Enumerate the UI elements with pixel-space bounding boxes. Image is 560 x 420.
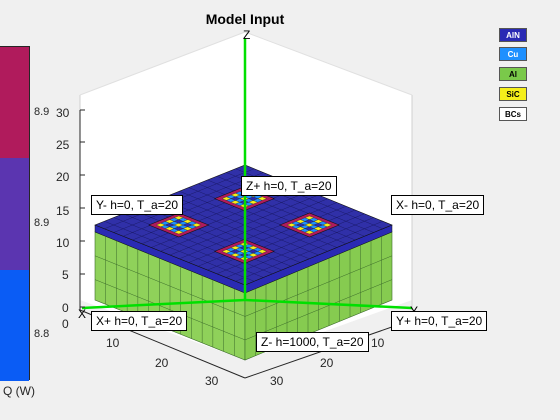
bc-label-y-plus[interactable]: Y+ h=0, T_a=20 — [391, 311, 488, 331]
legend-item-cu[interactable]: Cu — [499, 47, 527, 61]
chip-cell — [191, 223, 202, 227]
colorbar — [0, 46, 30, 381]
colorbar-label: Q (W) — [3, 384, 35, 398]
colorbar-segment-high — [0, 47, 29, 158]
x-tick-label: 10 — [106, 336, 120, 350]
z-tick-label: 5 — [62, 268, 69, 282]
colorbar-tick-3: 8.8 — [34, 328, 50, 340]
chip-cell — [257, 249, 268, 254]
colorbar-segment-mid — [0, 158, 29, 270]
y-tick-label: 30 — [270, 374, 284, 388]
z-tick-label: 25 — [56, 138, 70, 152]
legend-item-al[interactable]: Al — [499, 67, 527, 81]
colorbar-tick-1: 8.9 — [34, 106, 50, 118]
top-edge-left — [79, 31, 246, 96]
bc-label-y-minus[interactable]: Y- h=0, T_a=20 — [91, 195, 184, 215]
bc-label-z-plus[interactable]: Z+ h=0, T_a=20 — [241, 176, 337, 196]
plot-title: Model Input — [205, 11, 285, 27]
z-tick-label: 30 — [56, 106, 70, 120]
z-axis-label: Z — [243, 28, 250, 42]
x-tick-label: 0 — [62, 317, 69, 331]
colorbar-segment-low — [0, 270, 29, 381]
x-axis-label: X — [78, 307, 86, 321]
legend-item-aln[interactable]: AlN — [499, 28, 527, 42]
x-tick-label: 20 — [155, 356, 169, 370]
z-tick-label: 10 — [56, 236, 70, 250]
x-axis-line — [81, 298, 246, 310]
bc-label-z-minus[interactable]: Z- h=1000, T_a=20 — [256, 332, 369, 352]
y-axis-line — [244, 298, 413, 310]
legend-item-bcs[interactable]: BCs — [499, 107, 527, 121]
chip-cell — [322, 223, 333, 227]
colorbar-tick-2: 8.9 — [34, 217, 50, 229]
chip-cell — [257, 196, 268, 201]
y-tick-label: 20 — [320, 356, 334, 370]
bc-label-x-minus[interactable]: X- h=0, T_a=20 — [391, 195, 485, 215]
chip-module — [279, 212, 340, 238]
chip-module — [148, 212, 210, 238]
z-tick-label: 15 — [56, 204, 70, 218]
y-tick-label: 10 — [371, 336, 385, 350]
bc-label-x-plus[interactable]: X+ h=0, T_a=20 — [91, 311, 188, 331]
legend-item-sic[interactable]: SiC — [499, 87, 527, 101]
top-edge-right — [244, 31, 413, 96]
x-tick-label: 30 — [205, 374, 219, 388]
z-tick-label: 20 — [56, 170, 70, 184]
z-tick-label: 0 — [62, 301, 69, 315]
